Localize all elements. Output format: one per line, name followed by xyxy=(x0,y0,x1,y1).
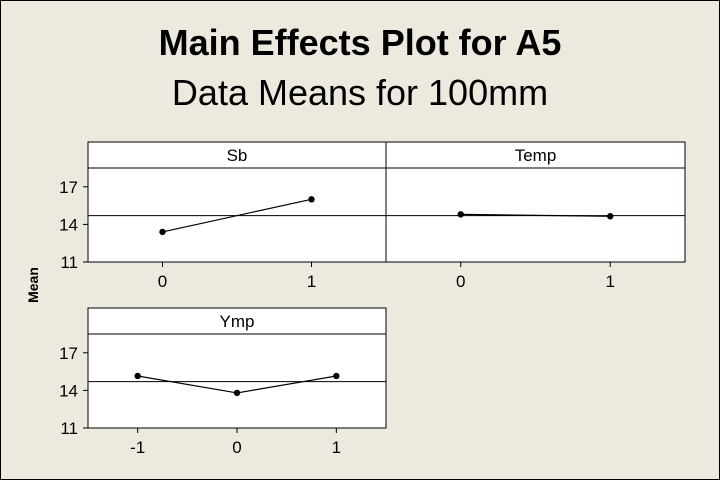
series-line-temp xyxy=(460,213,611,217)
x-tick-label: 0 xyxy=(456,272,465,291)
x-tick-label: 1 xyxy=(606,272,615,291)
panel-sb xyxy=(87,141,387,263)
data-point xyxy=(233,389,241,397)
data-point xyxy=(457,211,464,218)
data-point xyxy=(134,372,141,380)
y-tick-label: 11 xyxy=(60,253,78,272)
panel-label-sb: Sb xyxy=(227,146,248,165)
x-tick-label: 0 xyxy=(158,272,167,291)
x-tick-label: -1 xyxy=(130,438,145,457)
y-tick-label: 17 xyxy=(59,344,78,363)
data-point xyxy=(308,196,315,203)
y-tick-label: 11 xyxy=(60,419,78,438)
series-line-sb xyxy=(162,198,312,233)
x-tick-label: 0 xyxy=(232,438,241,457)
y-tick-label: 14 xyxy=(59,215,78,234)
x-tick-label: 1 xyxy=(307,272,316,291)
panel-label-ymp: Ymp xyxy=(220,312,255,331)
panel-label-temp: Temp xyxy=(515,146,557,165)
chart-subtitle: Data Means for 100mm xyxy=(171,72,549,113)
data-point xyxy=(159,228,166,236)
data-point xyxy=(333,372,340,380)
y-tick-label: 14 xyxy=(59,381,78,400)
panel-temp xyxy=(385,141,686,263)
x-tick-label: 1 xyxy=(332,438,341,457)
panel-ymp xyxy=(87,307,387,429)
data-point xyxy=(607,213,614,220)
y-axis-label: Mean xyxy=(25,267,41,303)
y-tick-label: 17 xyxy=(59,178,78,197)
chart-title: Main Effects Plot for A5 xyxy=(158,22,562,63)
